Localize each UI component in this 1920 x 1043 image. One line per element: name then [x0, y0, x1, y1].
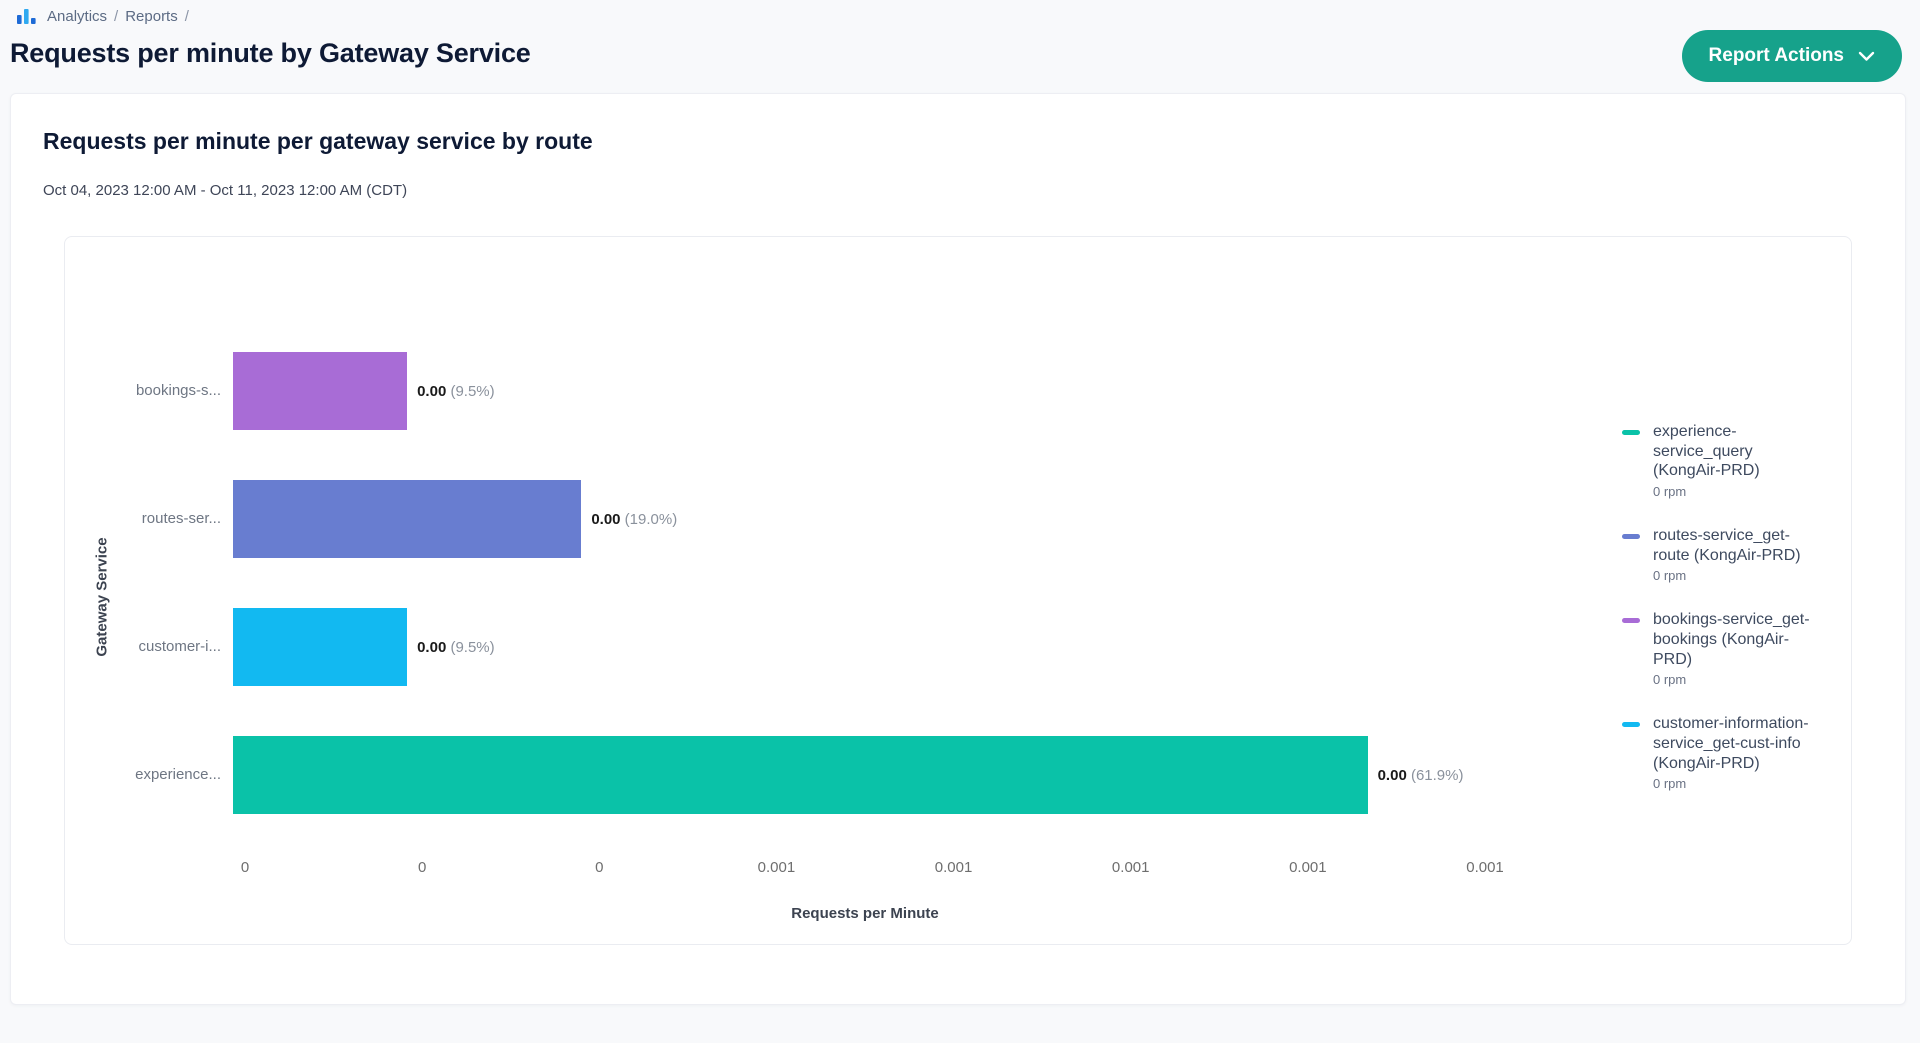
- chart-bar-row: bookings-s... 0.00 (9.5%): [65, 352, 1485, 480]
- bar-value-percent: (9.5%): [446, 382, 495, 400]
- bar-value-number: 0.00: [1377, 766, 1407, 784]
- bar-track: 0.00 (19.0%): [233, 480, 1473, 558]
- legend-label: bookings-service_get-bookings (KongAir-P…: [1653, 611, 1810, 668]
- bar-track: 0.00 (61.9%): [233, 736, 1473, 814]
- legend-sub-label: 0 rpm: [1653, 776, 1687, 792]
- bar-value-percent: (19.0%): [620, 510, 678, 528]
- date-range-label: Oct 04, 2023 12:00 AM - Oct 11, 2023 12:…: [43, 182, 408, 199]
- legend-label: routes-service_get-route (KongAir-PRD): [1653, 527, 1801, 564]
- chart-title: Requests per minute per gateway service …: [43, 128, 593, 154]
- legend-text: experience-service_query (KongAir-PRD) 0 …: [1653, 422, 1823, 499]
- breadcrumb: Analytics / Reports /: [16, 7, 1902, 26]
- bar-track: 0.00 (9.5%): [233, 608, 1473, 686]
- legend-item-1[interactable]: routes-service_get-route (KongAir-PRD) 0 …: [1622, 526, 1828, 583]
- bar-value-label: 0.00 (9.5%): [417, 383, 495, 400]
- bar-segment-1[interactable]: [233, 480, 582, 558]
- y-axis-category-label: customer-i...: [138, 638, 221, 655]
- legend-color-dash: [1622, 618, 1640, 624]
- page-title: Requests per minute by Gateway Service: [10, 38, 531, 68]
- x-axis-tick-label: 0.001: [757, 859, 796, 876]
- report-actions-button[interactable]: Report Actions: [1681, 30, 1902, 82]
- report-actions-label: Report Actions: [1708, 45, 1844, 66]
- breadcrumb-separator: /: [184, 8, 189, 25]
- legend-item-2[interactable]: bookings-service_get-bookings (KongAir-P…: [1622, 610, 1828, 687]
- legend-text: routes-service_get-route (KongAir-PRD) 0 …: [1653, 526, 1823, 583]
- x-axis-tick-label: 0.001: [934, 859, 973, 876]
- breadcrumb-separator: /: [114, 8, 119, 25]
- x-axis-title: Requests per Minute: [791, 905, 939, 922]
- bar-value-number: 0.00: [417, 638, 447, 656]
- x-axis-tick-label: 0: [240, 859, 250, 876]
- report-card: Requests per minute per gateway service …: [10, 93, 1906, 1005]
- bar-rows: bookings-s... 0.00 (9.5%) routes-ser... 0.0…: [65, 352, 1485, 864]
- chart-legend: experience-service_query (KongAir-PRD) 0 …: [1622, 422, 1828, 791]
- bar-segment-0[interactable]: [233, 352, 408, 430]
- breadcrumb-link-analytics[interactable]: Analytics: [47, 8, 108, 25]
- x-axis-tick-label: 0.001: [1466, 859, 1504, 876]
- bar-value-label: 0.00 (19.0%): [591, 511, 677, 528]
- bar-value-percent: (61.9%): [1406, 766, 1464, 784]
- bar-track: 0.00 (9.5%): [233, 352, 1473, 430]
- page-header: Analytics / Reports / Requests per minut…: [0, 0, 1920, 82]
- chevron-down-icon: [1858, 51, 1875, 62]
- y-axis-category-label: routes-ser...: [141, 510, 221, 527]
- analytics-bar-chart-icon: [16, 7, 37, 26]
- bar-value-label: 0.00 (61.9%): [1378, 767, 1464, 784]
- legend-sub-label: 0 rpm: [1653, 672, 1687, 688]
- bar-value-percent: (9.5%): [446, 638, 495, 656]
- legend-label: experience-service_query (KongAir-PRD): [1653, 423, 1760, 480]
- y-axis-category-label: experience...: [135, 766, 221, 783]
- legend-text: customer-information-service_get-cust-in…: [1653, 714, 1823, 791]
- legend-label: customer-information-service_get-cust-in…: [1653, 715, 1809, 772]
- x-axis-ticks: 0 0 0 0.001 0.001 0.001 0.001 0.001: [241, 859, 1504, 877]
- bar-segment-3[interactable]: [233, 736, 1368, 814]
- legend-color-dash: [1622, 534, 1640, 540]
- x-axis-tick-label: 0.001: [1111, 859, 1150, 876]
- legend-item-0[interactable]: experience-service_query (KongAir-PRD) 0 …: [1622, 422, 1828, 499]
- bar-value-label: 0.00 (9.5%): [417, 639, 495, 656]
- bar-value-number: 0.00: [591, 510, 621, 528]
- x-axis-tick-label: 0: [595, 859, 604, 876]
- chart-bar-row: experience... 0.00 (61.9%): [65, 736, 1485, 864]
- chart-bar-row: customer-i... 0.00 (9.5%): [65, 608, 1485, 736]
- legend-color-dash: [1622, 722, 1640, 728]
- y-axis-category-label: bookings-s...: [135, 382, 221, 399]
- breadcrumb-link-reports[interactable]: Reports: [125, 8, 178, 25]
- bar-chart: Gateway Service bookings-s... 0.00 (9.5%)…: [64, 236, 1852, 945]
- legend-item-3[interactable]: customer-information-service_get-cust-in…: [1622, 714, 1828, 791]
- x-axis-tick-label: 0: [417, 859, 427, 876]
- legend-sub-label: 0 rpm: [1653, 484, 1687, 500]
- bar-segment-2[interactable]: [233, 608, 408, 686]
- bar-value-number: 0.00: [417, 382, 447, 400]
- x-axis-tick-label: 0.001: [1289, 859, 1327, 876]
- legend-sub-label: 0 rpm: [1653, 568, 1687, 584]
- legend-color-dash: [1622, 430, 1640, 435]
- chart-bar-row: routes-ser... 0.00 (19.0%): [65, 480, 1485, 608]
- legend-text: bookings-service_get-bookings (KongAir-P…: [1653, 610, 1823, 687]
